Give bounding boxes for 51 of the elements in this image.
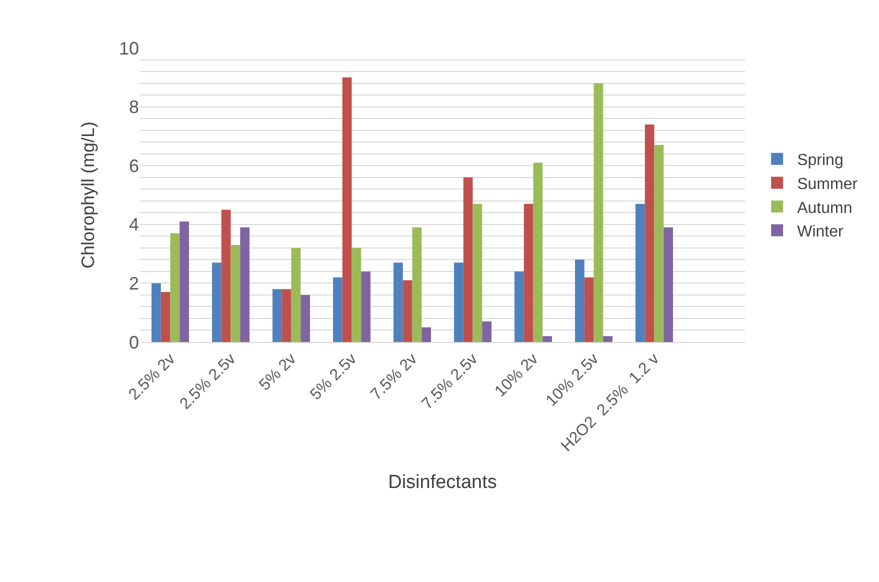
- bar: [361, 271, 370, 342]
- bar: [160, 292, 170, 342]
- bar: [333, 277, 342, 342]
- bar: [524, 204, 534, 342]
- legend-label: Summer: [797, 176, 858, 193]
- bar: [514, 271, 524, 342]
- y-tick-label: 0: [128, 332, 139, 352]
- bar: [463, 177, 473, 342]
- bar: [482, 321, 492, 342]
- bar: [394, 262, 403, 342]
- bar: [352, 248, 362, 342]
- bar: [584, 277, 594, 342]
- y-tick-label: 8: [128, 97, 139, 118]
- bar: [412, 227, 422, 342]
- bar: [282, 289, 292, 342]
- bar: [664, 227, 673, 342]
- y-tick-label: 6: [128, 156, 139, 176]
- bar: [402, 280, 412, 342]
- bar: [272, 289, 282, 342]
- bar: [472, 204, 482, 342]
- y-tick-label: 10: [118, 38, 139, 58]
- bar: [594, 83, 604, 342]
- bar: [575, 260, 584, 342]
- bar: [221, 210, 231, 342]
- bar: [240, 227, 250, 342]
- bar: [644, 124, 654, 342]
- bar: [180, 221, 190, 342]
- bar: [533, 162, 543, 342]
- bar: [342, 77, 352, 342]
- bar: [212, 262, 222, 342]
- bar: [170, 233, 180, 342]
- bar: [603, 336, 613, 342]
- y-tick-label: 2: [128, 274, 139, 294]
- bar: [636, 204, 645, 342]
- bar: [230, 244, 240, 342]
- x-tick-label: 5% 2v: [256, 350, 300, 394]
- bar: [300, 294, 310, 342]
- y-tick-label: 4: [128, 214, 139, 235]
- legend-label: Winter: [797, 224, 844, 241]
- y-axis-title: Chlorophyll (mg/L): [78, 121, 98, 269]
- bar: [422, 327, 432, 342]
- bar: [542, 336, 552, 342]
- x-tick-label: 10% 2v: [492, 350, 542, 400]
- bar: [454, 262, 464, 342]
- legend-label: Autumn: [797, 200, 852, 217]
- legend-label: Spring: [797, 152, 844, 170]
- bar: [152, 283, 161, 342]
- x-tick-label: 5% 2.5v: [307, 350, 360, 404]
- bar: [654, 145, 664, 342]
- bar: [291, 248, 301, 342]
- x-axis-title: Disinfectants: [388, 472, 497, 493]
